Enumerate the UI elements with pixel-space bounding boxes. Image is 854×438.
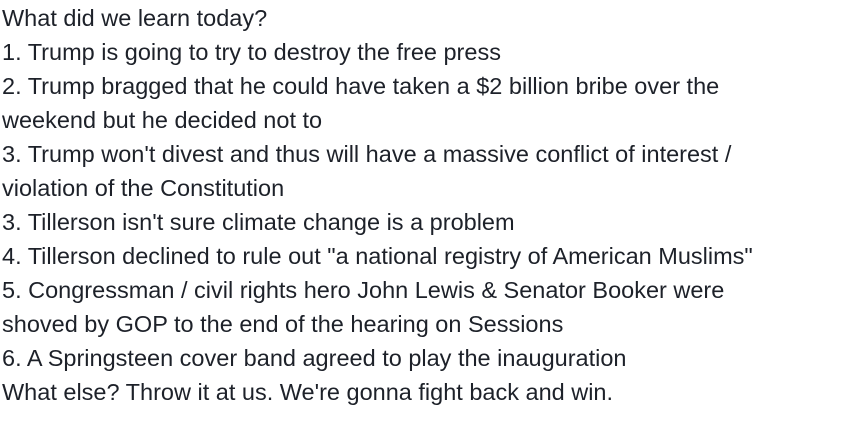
post-line-item-3a-cont: violation of the Constitution <box>2 175 285 201</box>
post-line-item-4: 4. Tillerson declined to rule out "a nat… <box>2 243 753 269</box>
post-line-item-6: 6. A Springsteen cover band agreed to pl… <box>2 345 627 371</box>
post-line-item-1: 1. Trump is going to try to destroy the … <box>2 39 501 65</box>
post-line-item-2: 2. Trump bragged that he could have take… <box>2 73 720 99</box>
post-line-closing: What else? Throw it at us. We're gonna f… <box>2 379 614 405</box>
post-line-item-5-cont: shoved by GOP to the end of the hearing … <box>2 311 564 337</box>
post-line-item-3b: 3. Tillerson isn't sure climate change i… <box>2 209 515 235</box>
post-text: What did we learn today? 1. Trump is goi… <box>2 1 852 409</box>
post-line-item-3a: 3. Trump won't divest and thus will have… <box>2 141 732 167</box>
post-line-item-5: 5. Congressman / civil rights hero John … <box>2 277 725 303</box>
post-line-item-2-cont: weekend but he decided not to <box>2 107 323 133</box>
post-line-intro: What did we learn today? <box>2 5 268 31</box>
